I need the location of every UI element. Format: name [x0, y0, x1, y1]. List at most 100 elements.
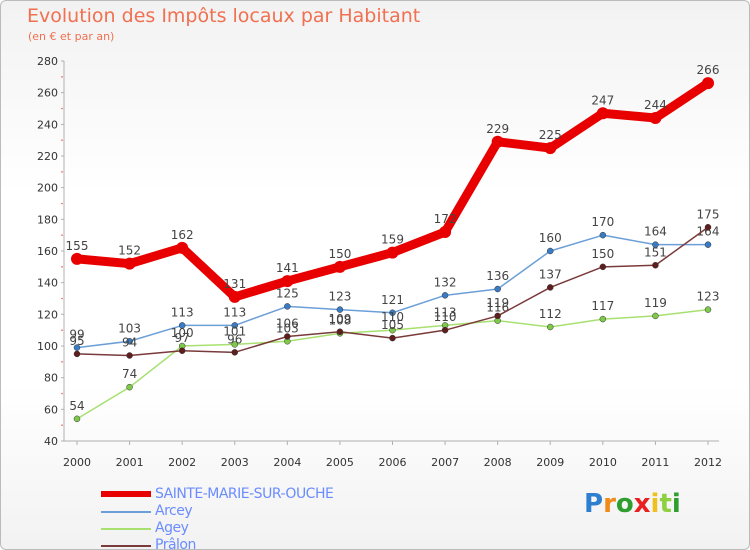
- data-label: 110: [434, 310, 457, 324]
- data-label: 160: [539, 231, 562, 245]
- y-tick-label: 200: [37, 182, 58, 195]
- data-label: 108: [328, 313, 351, 327]
- legend-item-arcey[interactable]: Arcey: [101, 503, 421, 520]
- data-label: 164: [697, 225, 720, 239]
- y-tick-label: 160: [37, 245, 58, 258]
- data-label: 117: [591, 299, 614, 313]
- data-label: 105: [381, 318, 404, 332]
- logo-letter: i: [671, 489, 681, 519]
- data-label: 95: [69, 334, 84, 348]
- data-label: 119: [486, 296, 509, 310]
- data-label: 162: [171, 228, 194, 242]
- y-minor-tick: [61, 329, 63, 331]
- data-point: [284, 333, 291, 340]
- y-minor-tick: [61, 139, 63, 141]
- y-tick-label: 80: [44, 372, 58, 385]
- y-minor-tick: [61, 107, 63, 110]
- series-line-3: [72, 78, 713, 302]
- data-label: 103: [118, 321, 141, 335]
- y-tick-label: 280: [37, 55, 58, 68]
- chart-title: Evolution des Impôts locaux par Habitant: [27, 5, 421, 27]
- data-point: [336, 306, 344, 313]
- legend-label: Arcey: [155, 503, 193, 519]
- data-label: 136: [486, 269, 509, 283]
- x-tick-label: 2009: [536, 456, 564, 469]
- y-tick-label: 60: [44, 403, 58, 416]
- data-point: [652, 312, 659, 320]
- x-tick-label: 2001: [116, 456, 144, 469]
- data-point: [599, 315, 607, 323]
- data-point: [389, 334, 396, 342]
- legend-swatch: [101, 528, 151, 530]
- legend-item-pralon[interactable]: Prâlon: [101, 537, 421, 550]
- data-label: 151: [644, 245, 667, 259]
- y-tick-label: 140: [37, 277, 58, 290]
- data-label: 113: [223, 305, 246, 319]
- data-label: 159: [381, 233, 404, 247]
- data-point: [126, 338, 133, 345]
- data-label: 99: [69, 328, 84, 342]
- data-label: 119: [644, 296, 667, 310]
- data-label: 172: [434, 212, 457, 226]
- legend-swatch: [101, 511, 151, 513]
- y-minor-tick: [61, 234, 63, 236]
- x-tick-label: 2004: [273, 456, 301, 469]
- data-label: 150: [328, 247, 351, 261]
- y-minor-tick: [61, 202, 63, 205]
- data-point: [652, 262, 659, 269]
- data-label: 103: [276, 321, 299, 335]
- data-point: [702, 77, 714, 90]
- data-point: [386, 246, 399, 259]
- data-label: 125: [276, 286, 299, 300]
- data-point: [652, 241, 659, 248]
- data-label: 247: [591, 93, 614, 107]
- legend-item-agey[interactable]: Agey: [101, 520, 421, 537]
- data-point: [178, 347, 186, 354]
- data-point: [547, 284, 554, 291]
- data-point: [333, 260, 346, 273]
- x-tick-label: 2003: [221, 456, 249, 469]
- y-tick-label: 240: [37, 118, 58, 131]
- data-label: 109: [328, 312, 351, 326]
- y-minor-tick: [61, 361, 63, 363]
- y-minor-tick: [61, 392, 63, 395]
- legend-label: Agey: [155, 520, 189, 536]
- data-point: [336, 328, 344, 335]
- data-point: [73, 350, 81, 358]
- legend-swatch: [101, 491, 151, 497]
- data-label: 175: [697, 207, 720, 221]
- x-tick-label: 2007: [431, 456, 459, 469]
- legend-label: SAINTE-MARIE-SUR-OUCHE: [155, 486, 334, 502]
- data-point: [547, 323, 554, 331]
- data-label: 164: [644, 225, 667, 239]
- data-point: [228, 290, 241, 303]
- data-point: [389, 326, 396, 334]
- x-tick-label: 2008: [484, 456, 512, 469]
- data-label: 229: [486, 122, 509, 136]
- x-tick-label: 2006: [379, 456, 407, 469]
- data-point: [284, 303, 291, 310]
- data-point: [231, 322, 238, 329]
- x-tick-label: 2011: [641, 456, 669, 469]
- data-label: 54: [69, 399, 84, 413]
- data-label: 152: [118, 244, 141, 258]
- data-point: [441, 292, 449, 299]
- data-point: [281, 275, 294, 288]
- y-minor-tick: [61, 424, 63, 426]
- data-label: 141: [276, 261, 299, 275]
- proxiti-logo: Proxiti: [584, 489, 681, 519]
- logo-letter: t: [659, 489, 672, 519]
- data-point: [231, 341, 238, 348]
- data-label: 97: [175, 331, 190, 345]
- data-point: [649, 112, 662, 124]
- x-tick-label: 2010: [589, 456, 617, 469]
- data-point: [704, 306, 712, 313]
- y-minor-tick: [61, 76, 63, 78]
- data-point: [123, 257, 136, 270]
- legend-item-sainte-marie[interactable]: SAINTE-MARIE-SUR-OUCHE: [101, 486, 421, 503]
- data-label: 244: [644, 98, 667, 112]
- data-label: 155: [66, 239, 89, 253]
- x-tick-label: 2005: [326, 456, 354, 469]
- legend-label: Prâlon: [155, 537, 196, 550]
